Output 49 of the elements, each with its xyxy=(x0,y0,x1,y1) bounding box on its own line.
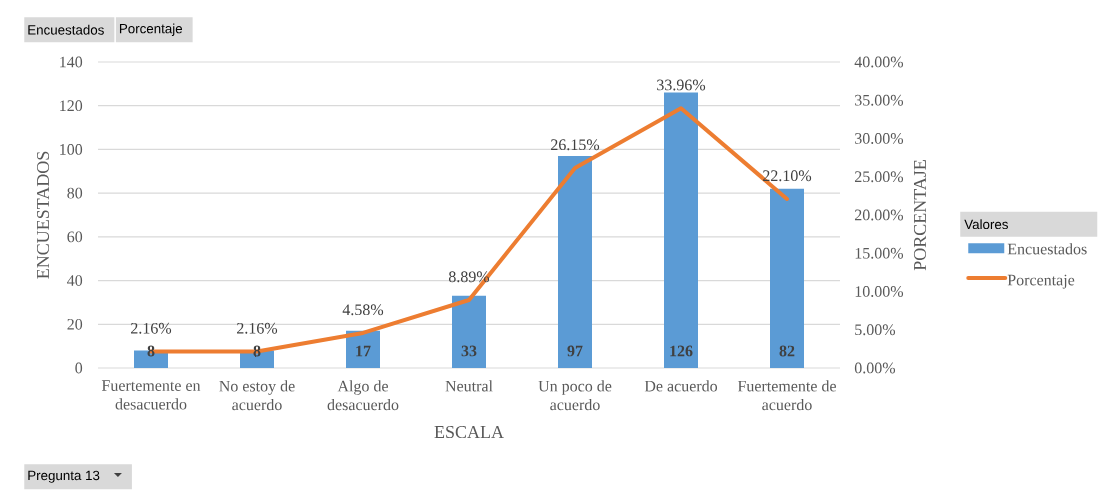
y2-tick-label: 0.00% xyxy=(854,362,896,374)
y-tick-label: 0 xyxy=(75,362,83,374)
x-tick-label: Neutral xyxy=(445,380,493,392)
legend-label: Encuestados xyxy=(1007,243,1087,255)
data-label: 17 xyxy=(356,345,371,357)
data-label: 97 xyxy=(567,345,583,357)
y2-tick-label: 40.00% xyxy=(854,56,904,68)
y-tick-label: 60 xyxy=(67,231,83,243)
x-tick-label: No estoy de acuerdo xyxy=(219,380,295,411)
x-tick-label: Fuertemente en desacuerdo xyxy=(101,380,201,410)
y2-tick-label: 35.00% xyxy=(855,94,904,106)
y2-tick-label: 25.00% xyxy=(854,171,904,183)
y-tick-label: 120 xyxy=(60,100,83,112)
data-label: 126 xyxy=(670,345,693,357)
data-label: 4.58% xyxy=(342,304,384,316)
data-label: 82 xyxy=(779,345,795,357)
data-label: 2.16% xyxy=(237,322,278,334)
data-label: 2.16% xyxy=(131,322,172,334)
y2-tick-label: 30.00% xyxy=(855,133,904,144)
y-tick-label: 80 xyxy=(67,187,83,199)
bar xyxy=(558,155,592,368)
text: Pregunta 13 xyxy=(28,470,100,483)
y-axis-title: ENCUESTADOS xyxy=(36,151,50,279)
y-tick-label: 20 xyxy=(67,318,83,330)
x-tick-label: Algo de desacuerdo xyxy=(327,380,399,411)
data-label: 8 xyxy=(147,345,155,357)
y2-axis-title: PORCENTAJE xyxy=(913,160,927,271)
x-axis-title: ESCALA xyxy=(434,425,504,439)
bar xyxy=(452,295,486,368)
data-label: 33.96% xyxy=(657,79,706,91)
y-tick-label: 140 xyxy=(60,56,83,68)
y2-tick-label: 5.00% xyxy=(855,324,896,336)
y-tick-label: 100 xyxy=(60,144,83,155)
y2-tick-label: 20.00% xyxy=(854,209,904,221)
x-tick-label: Fuertemente de acuerdo xyxy=(737,380,836,411)
text: Porcentaje xyxy=(119,23,183,36)
data-label: 22.10% xyxy=(763,170,812,182)
legend-label: Porcentaje xyxy=(1007,274,1075,289)
legend-title: Valores xyxy=(964,219,1008,230)
bar xyxy=(770,188,805,368)
data-label: 26.15% xyxy=(551,139,600,151)
text: Encuestados xyxy=(28,24,104,35)
x-tick-label: Un poco de acuerdo xyxy=(538,380,612,411)
data-label: 33 xyxy=(461,345,477,357)
bar xyxy=(664,92,698,368)
x-tick-label: De acuerdo xyxy=(644,380,718,392)
y-tick-label: 40 xyxy=(67,275,83,286)
y2-tick-label: 15.00% xyxy=(855,247,904,259)
y2-tick-label: 10.00% xyxy=(855,286,904,297)
